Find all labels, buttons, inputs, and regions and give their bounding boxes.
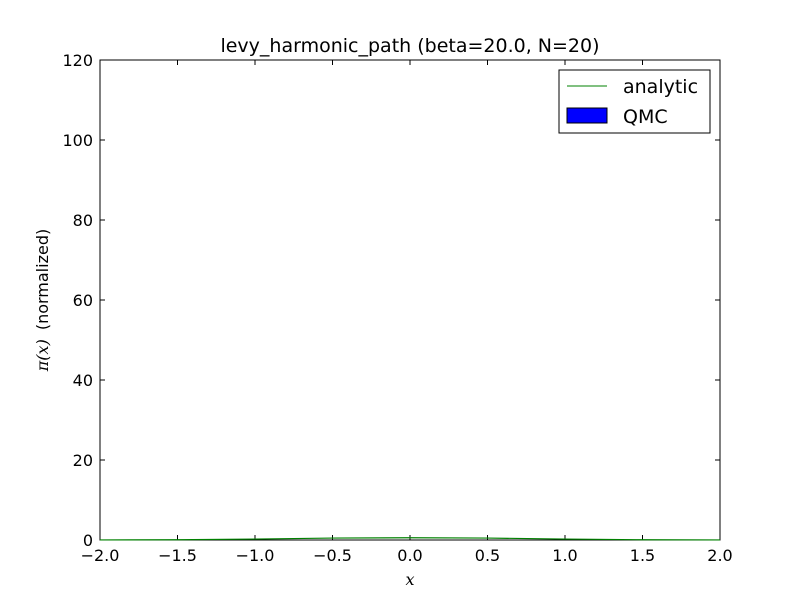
x-tick-label: 0.5 [475, 546, 500, 565]
x-tick-label: −1.5 [158, 546, 197, 565]
y-axis-label-text: (normalized) [33, 229, 52, 330]
y-tick-label: 100 [62, 131, 93, 150]
y-axis-ticks: 0 20 40 60 80 100 120 [62, 51, 720, 550]
y-tick-label: 80 [73, 211, 93, 230]
x-tick-label: 1.0 [552, 546, 577, 565]
legend: analytic QMC [558, 69, 711, 134]
legend-qmc-swatch [566, 107, 608, 124]
x-tick-label: 0.0 [397, 546, 422, 565]
svg-text:π(x) (normalized): π(x) (normalized) [33, 229, 52, 372]
x-axis-label: x [405, 570, 414, 589]
x-axis-ticks: −2.0 −1.5 −1.0 −0.5 0.0 0.5 1.0 1.5 2.0 [81, 60, 733, 565]
y-tick-label: 40 [73, 371, 93, 390]
legend-analytic-label: analytic [623, 76, 698, 98]
legend-qmc-label: QMC [623, 106, 668, 128]
x-tick-label: −1.0 [236, 546, 275, 565]
x-tick-label: −2.0 [81, 546, 120, 565]
series-line-analytic [99, 537, 721, 541]
x-tick-label: −0.5 [313, 546, 352, 565]
chart-title: levy_harmonic_path (beta=20.0, N=20) [220, 35, 599, 57]
x-tick-label: 1.5 [630, 546, 655, 565]
y-axis-label-symbol: π(x) [33, 339, 52, 372]
plot-area [99, 59, 721, 541]
series-layer [99, 537, 721, 541]
y-tick-label: 20 [73, 451, 93, 470]
y-tick-label: 120 [62, 51, 93, 70]
y-axis-label: π(x) (normalized) [33, 229, 52, 372]
y-tick-label: 60 [73, 291, 93, 310]
y-tick-label: 0 [83, 531, 93, 550]
x-tick-label: 2.0 [707, 546, 732, 565]
